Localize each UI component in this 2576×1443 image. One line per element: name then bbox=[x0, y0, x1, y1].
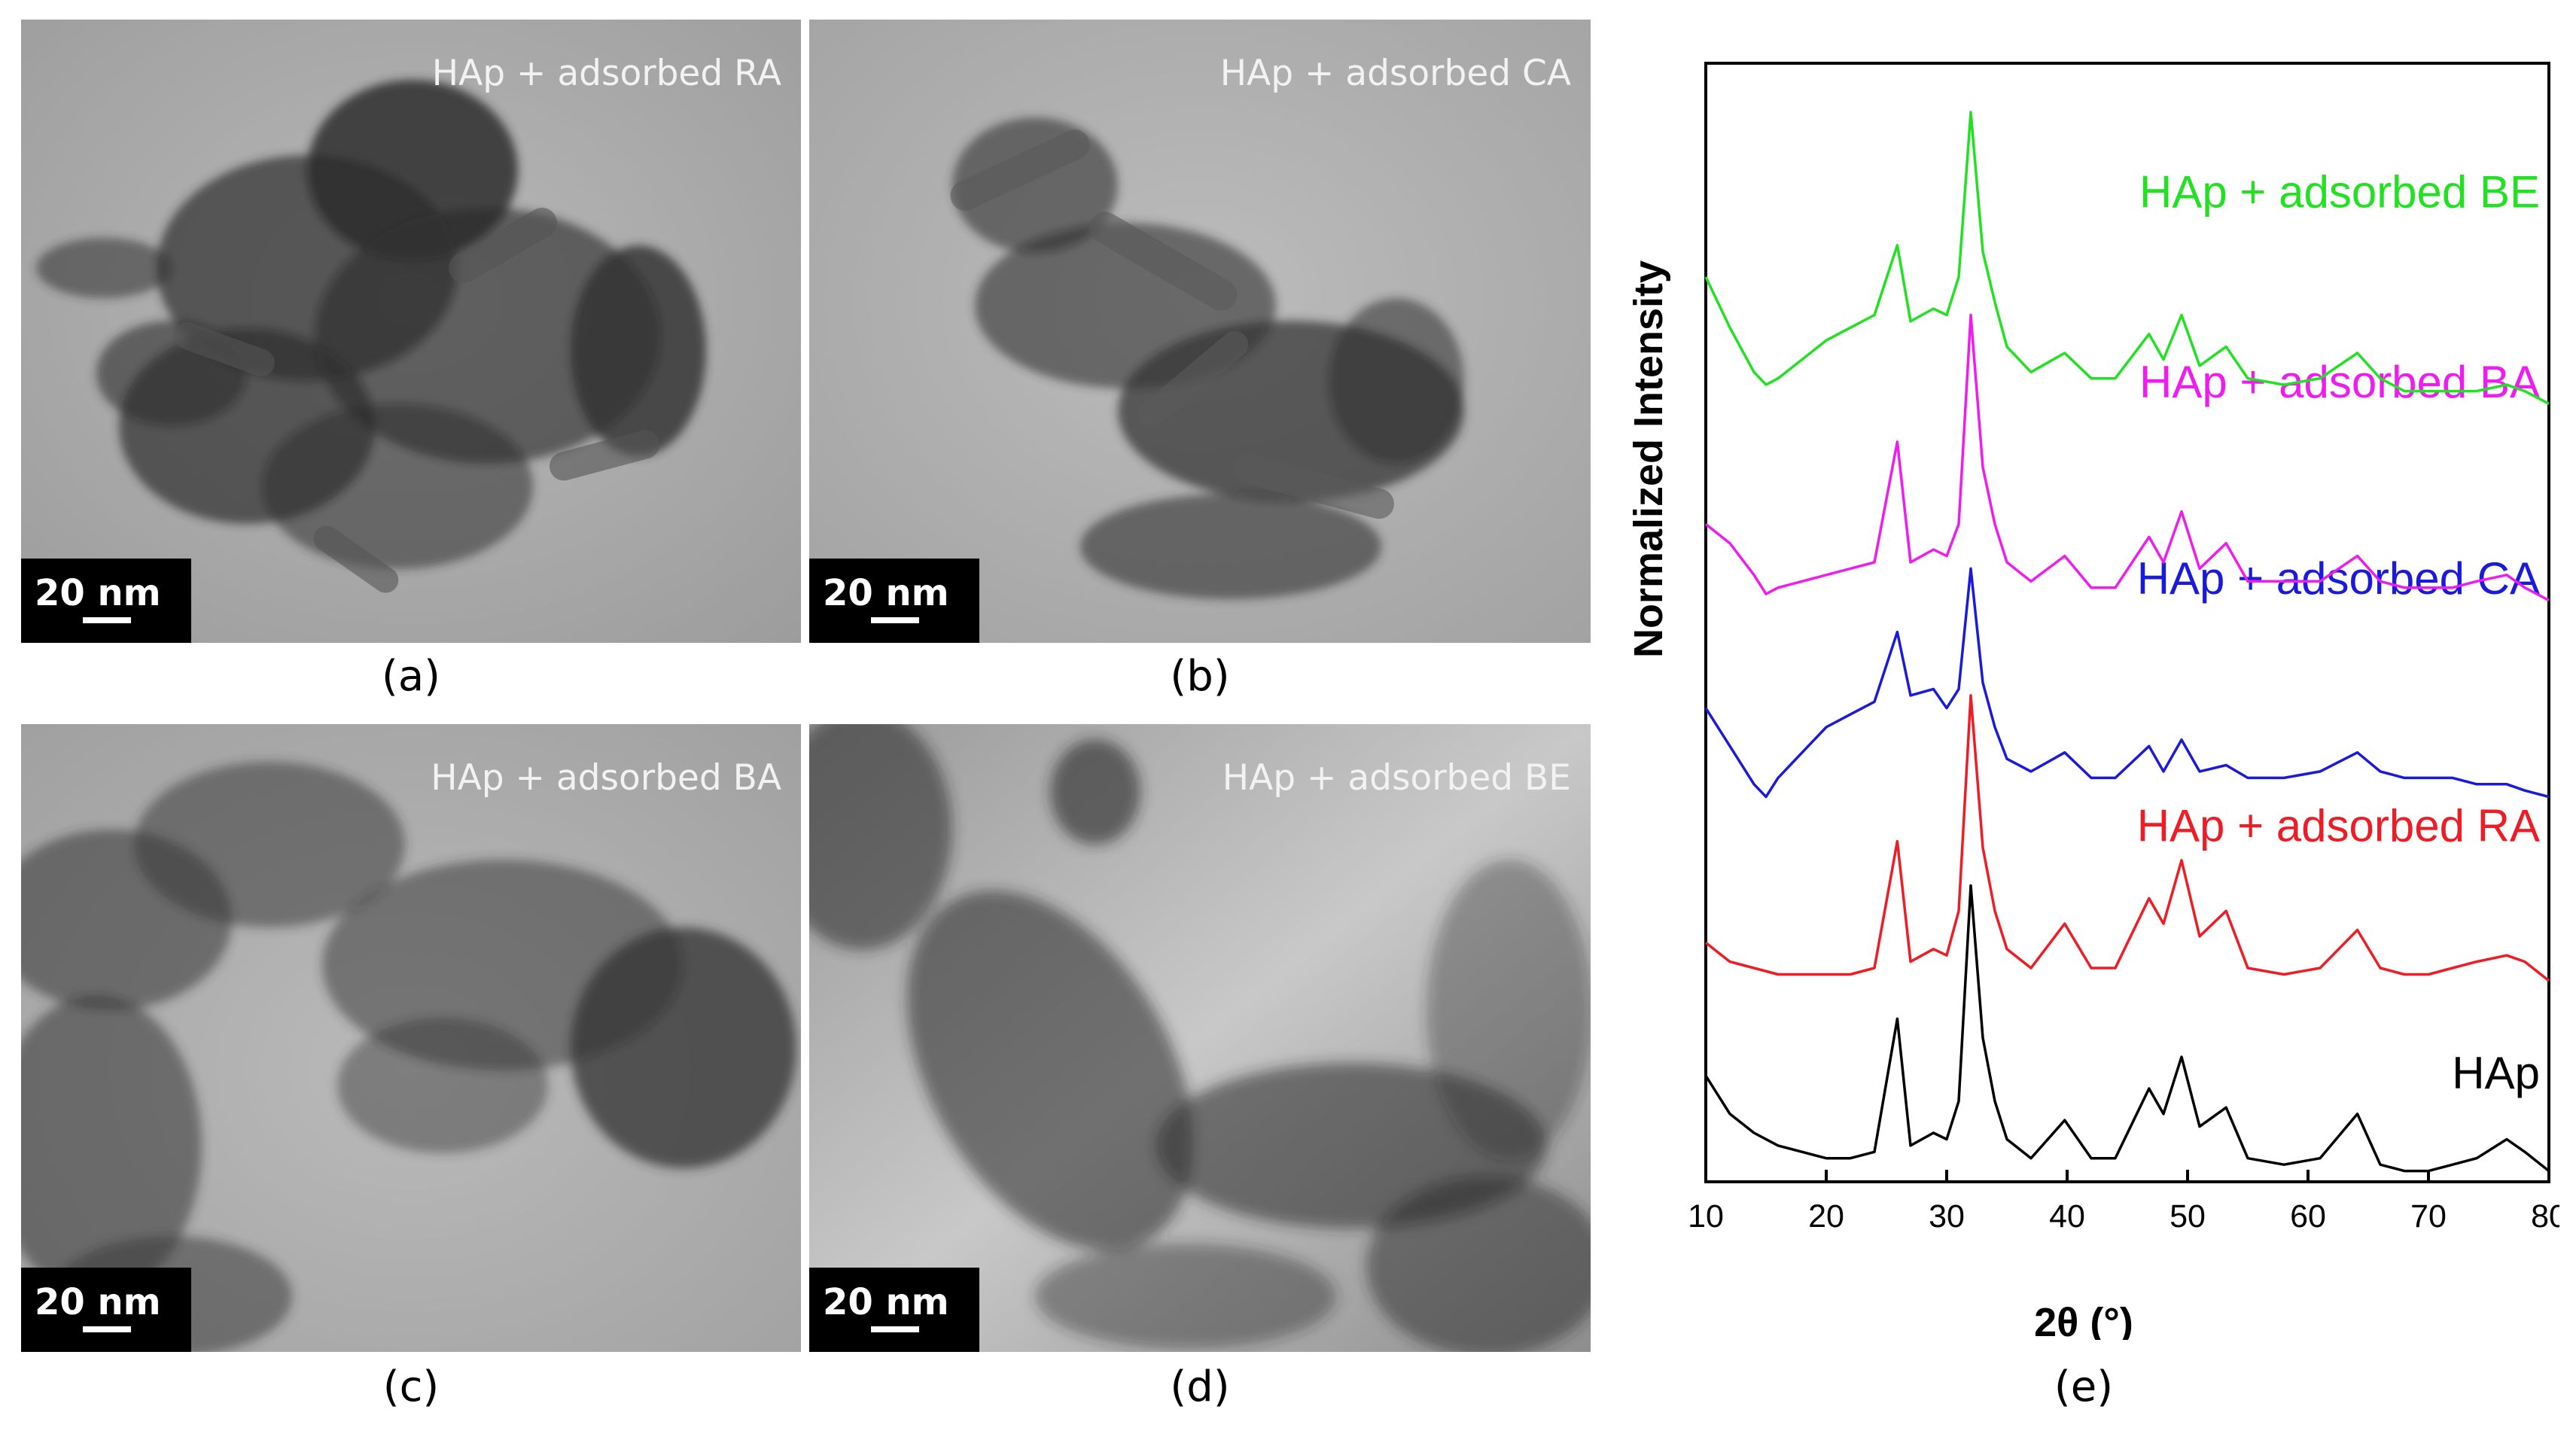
caption-a: (a) bbox=[381, 652, 441, 701]
tem-micrograph bbox=[21, 20, 801, 643]
tem-micrograph bbox=[809, 724, 1591, 1352]
x-tick-label: 40 bbox=[2049, 1198, 2085, 1234]
x-tick-label: 70 bbox=[2410, 1198, 2447, 1234]
scale-bar-line bbox=[871, 1326, 919, 1332]
tem-image-ba: HAp + adsorbed BA 20 nm bbox=[21, 724, 801, 1352]
tem-image-ra: HAp + adsorbed RA 20 nm bbox=[21, 20, 801, 643]
caption-d: (d) bbox=[1170, 1362, 1230, 1411]
scale-bar-label: 20 nm bbox=[35, 572, 161, 614]
series-label: HAp + adsorbed RA bbox=[2137, 801, 2540, 851]
scale-bar-line bbox=[83, 617, 131, 623]
x-tick-label: 60 bbox=[2290, 1198, 2326, 1234]
x-axis-label: 2θ (°) bbox=[2034, 1300, 2133, 1340]
scale-bar-line bbox=[871, 617, 919, 623]
plot-area: 10 20 30 40 50 60 70 80 HAp HAp + adsorbed RA HAp … bbox=[1688, 62, 2559, 1234]
x-tick-label: 80 bbox=[2531, 1198, 2559, 1234]
scale-bar-label: 20 nm bbox=[823, 572, 949, 614]
series-line bbox=[1704, 884, 2550, 1173]
x-tick-label: 10 bbox=[1688, 1198, 1724, 1234]
scale-bar-line bbox=[83, 1326, 131, 1332]
scale-bar: 20 nm bbox=[21, 559, 191, 643]
xrd-chart: 10 20 30 40 50 60 70 80 HAp HAp + adsorbed RA HAp … bbox=[1626, 62, 2559, 1340]
y-axis-label: Normalized Intensity bbox=[1626, 260, 1671, 658]
x-tick-label: 50 bbox=[2170, 1198, 2206, 1234]
caption-b: (b) bbox=[1170, 652, 1230, 701]
series-line bbox=[1704, 567, 2550, 799]
panel-title: HAp + adsorbed BA bbox=[431, 757, 781, 799]
caption-c: (c) bbox=[382, 1362, 440, 1411]
tem-micrograph bbox=[809, 20, 1591, 643]
scale-bar-label: 20 nm bbox=[35, 1281, 161, 1323]
scale-bar: 20 nm bbox=[21, 1268, 191, 1352]
panel-title: HAp + adsorbed BE bbox=[1222, 757, 1571, 799]
x-tick-label: 30 bbox=[1929, 1198, 1965, 1234]
caption-e: (e) bbox=[2054, 1362, 2114, 1411]
series-line bbox=[1704, 111, 2550, 405]
tem-image-ca: HAp + adsorbed CA 20 nm bbox=[809, 20, 1591, 643]
x-tick-label: 20 bbox=[1808, 1198, 1844, 1234]
plot-frame bbox=[1704, 62, 2550, 1183]
series-label: HAp bbox=[2452, 1048, 2540, 1098]
series-label: HAp + adsorbed CA bbox=[2137, 553, 2540, 604]
scale-bar: 20 nm bbox=[809, 559, 979, 643]
series-line bbox=[1704, 313, 2550, 602]
tem-micrograph bbox=[21, 724, 801, 1352]
series-label: HAp + adsorbed BE bbox=[2139, 166, 2540, 217]
scale-bar-label: 20 nm bbox=[823, 1281, 949, 1323]
panel-title: HAp + adsorbed CA bbox=[1219, 53, 1571, 94]
tem-image-be: HAp + adsorbed BE 20 nm bbox=[809, 724, 1591, 1352]
series-line bbox=[1704, 694, 2550, 982]
scale-bar: 20 nm bbox=[809, 1268, 979, 1352]
panel-title: HAp + adsorbed RA bbox=[431, 53, 781, 94]
